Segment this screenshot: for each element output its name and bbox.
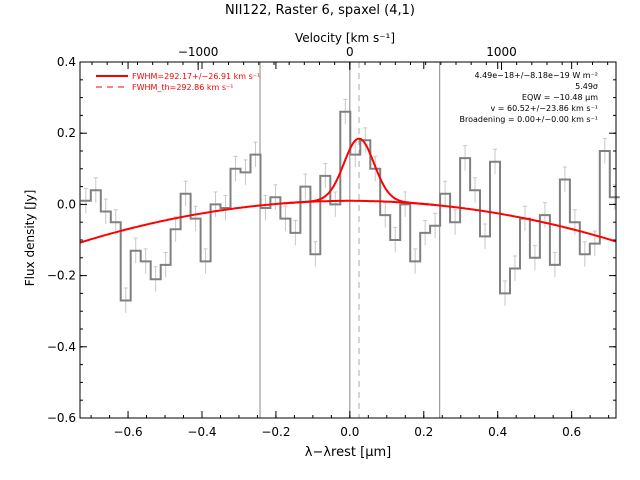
x-tick-label-6: 0.6 xyxy=(562,425,581,439)
top-axis-label: Velocity [km s⁻¹] xyxy=(295,31,395,45)
x-tick-label-5: 0.4 xyxy=(488,425,507,439)
annotation-broadening: Broadening = 0.00+/−0.00 km s⁻¹ xyxy=(460,115,598,124)
gaussian-fit-curve xyxy=(284,137,435,206)
y-tick-label-2: −0.2 xyxy=(47,269,76,283)
top-tick-label-0: −1000 xyxy=(178,45,219,59)
x-axis-label: λ−λrest [μm] xyxy=(305,445,391,460)
fit-curves xyxy=(79,137,617,244)
x-tick-label-0: −0.6 xyxy=(113,425,142,439)
annotation-sigma: 5.49σ xyxy=(575,82,598,91)
legend: FWHM=292.17+/−26.91 km s⁻¹ FWHM_th=292.8… xyxy=(96,72,260,92)
data-series xyxy=(80,110,620,302)
top-tick-label-1: 0 xyxy=(346,45,354,59)
x-tick-label-3: 0.0 xyxy=(340,425,359,439)
chart-title: NII122, Raster 6, spaxel (4,1) xyxy=(225,3,415,18)
axes: −0.6 −0.4 −0.2 0.0 0.2 0.4 0.6 −0.6 −0.4 −0.2 0.0 0… xyxy=(47,45,617,439)
annotation-eqw: EQW = −10.48 μm xyxy=(522,93,598,102)
baseline-fit-curve xyxy=(79,199,617,244)
y-tick-label-5: 0.4 xyxy=(57,55,76,69)
top-tick-label-2: 1000 xyxy=(486,45,517,59)
y-tick-label-1: −0.4 xyxy=(47,340,76,354)
y-tick-label-0: −0.6 xyxy=(47,411,76,425)
legend-label-fwhm-th: FWHM_th=292.86 km s⁻¹ xyxy=(132,83,233,92)
data-step-line xyxy=(80,110,620,302)
x-tick-label-2: −0.2 xyxy=(261,425,290,439)
y-tick-label-3: 0.0 xyxy=(57,197,76,211)
legend-label-fwhm: FWHM=292.17+/−26.91 km s⁻¹ xyxy=(132,72,260,81)
annotation-line-flux: 4.49e−18+/−8.18e−19 W m⁻² xyxy=(474,71,598,80)
annotation-velocity: v = 60.52+/−23.86 km s⁻¹ xyxy=(490,104,598,113)
x-tick-label-4: 0.2 xyxy=(414,425,433,439)
y-axis-label: Flux density [Jy] xyxy=(23,190,37,287)
y-tick-label-4: 0.2 xyxy=(57,126,76,140)
x-tick-label-1: −0.4 xyxy=(187,425,216,439)
annotations: 4.49e−18+/−8.18e−19 W m⁻² 5.49σ EQW = −1… xyxy=(460,71,599,124)
